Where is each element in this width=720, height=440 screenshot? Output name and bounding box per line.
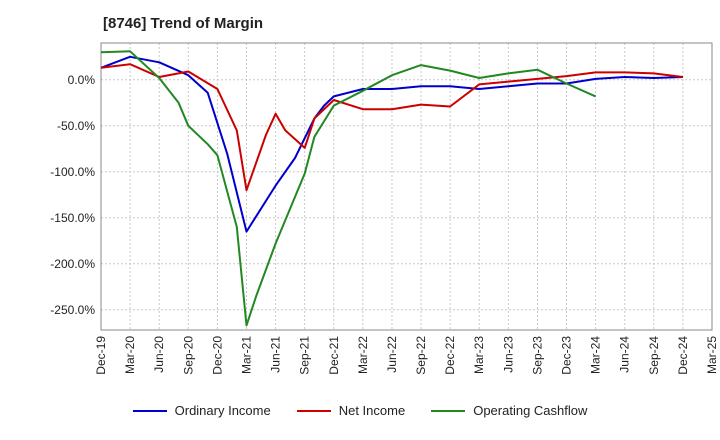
chart-title: [8746] Trend of Margin (103, 15, 264, 32)
x-tick-label: Dec-20 (210, 336, 224, 375)
legend-swatch (431, 409, 466, 412)
x-tick-label: Dec-23 (560, 336, 574, 375)
x-tick-label: Mar-23 (472, 336, 486, 374)
legend-item: Operating Cashflow (431, 403, 587, 418)
legend-swatch (132, 409, 167, 412)
y-tick-label: -100.0% (50, 165, 95, 179)
series-line-net-income (100, 63, 684, 192)
x-tick-label: Jun-21 (269, 336, 283, 373)
legend-item: Net Income (296, 403, 406, 418)
legend-label: Ordinary Income (174, 403, 271, 418)
x-tick-label: Mar-25 (705, 336, 719, 374)
plot-frame (100, 42, 713, 331)
x-tick-label: Mar-22 (356, 336, 370, 374)
x-tick-label: Dec-22 (443, 336, 457, 375)
x-tick-label: Dec-24 (676, 336, 690, 375)
y-tick-label: -200.0% (50, 257, 95, 271)
x-tick-label: Jun-20 (152, 336, 166, 373)
x-tick-label: Jun-24 (618, 336, 632, 373)
x-tick-label: Dec-19 (94, 336, 108, 375)
grid-layer (100, 43, 713, 330)
x-tick-label: Jun-23 (501, 336, 515, 373)
series-layer (100, 50, 684, 327)
y-tick-label: 0.0% (68, 73, 96, 87)
x-tick-label: Sep-21 (298, 336, 312, 375)
y-tick-label: -50.0% (57, 119, 95, 133)
y-tick-label: -150.0% (50, 211, 95, 225)
x-tick-label: Mar-20 (123, 336, 137, 374)
x-tick-label: Jun-22 (385, 336, 399, 373)
chart-legend: Ordinary Income Net Income Operating Cashf… (0, 403, 720, 418)
legend-swatch (296, 409, 331, 412)
legend-label: Net Income (338, 403, 406, 418)
x-tick-label: Mar-21 (239, 336, 253, 374)
x-tick-label: Dec-21 (327, 336, 341, 375)
y-tick-label: -250.0% (50, 303, 95, 317)
x-tick-label: Sep-23 (530, 336, 544, 375)
x-tick-label: Sep-24 (647, 336, 661, 375)
legend-item: Ordinary Income (132, 403, 271, 418)
series-line-operating-cashflow (100, 50, 597, 327)
x-tick-label: Sep-20 (181, 336, 195, 375)
x-tick-label: Sep-22 (414, 336, 428, 375)
series-line-ordinary-income (100, 55, 683, 233)
axis-layer: 0.0% -50.0% -100.0% -150.0% -200.0% -250.0% De… (50, 42, 719, 375)
legend-label: Operating Cashflow (473, 403, 588, 418)
x-tick-label: Mar-24 (589, 336, 603, 374)
